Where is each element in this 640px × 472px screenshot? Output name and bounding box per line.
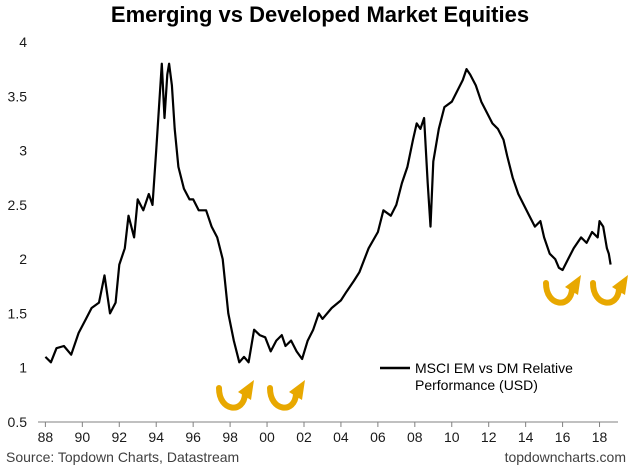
y-tick-label: 2 xyxy=(19,251,27,267)
curved-arrow-icon xyxy=(216,380,254,411)
y-tick-label: 3 xyxy=(19,143,27,159)
annotation-layer xyxy=(216,275,628,411)
curved-arrow-icon xyxy=(267,380,305,411)
series-line xyxy=(44,62,612,364)
x-tick-label: 00 xyxy=(259,429,275,445)
y-tick-label: 0.5 xyxy=(8,414,28,430)
chart-title: Emerging vs Developed Market Equities xyxy=(110,2,530,27)
x-tick-label: 04 xyxy=(333,429,349,445)
x-tick-label: 12 xyxy=(481,429,497,445)
y-tick-label: 3.5 xyxy=(8,88,28,104)
curved-arrow-icon xyxy=(590,275,628,306)
axis-layer: 0.5 1 1.5 2 2.5 3 3.5 4 88 90 92 94 96 98 00 02 04 06 08 10… xyxy=(8,34,618,445)
x-tick-label: 94 xyxy=(148,429,164,445)
curved-arrow-icon xyxy=(543,275,581,306)
series-layer xyxy=(44,62,612,364)
x-tick-label: 16 xyxy=(555,429,571,445)
legend-label-line2: Performance (USD) xyxy=(415,377,538,393)
x-tick-label: 08 xyxy=(407,429,423,445)
y-tick-label: 2.5 xyxy=(8,197,28,213)
y-tick-label: 1.5 xyxy=(8,305,28,321)
legend: MSCI EM vs DM Relative Performance (USD) xyxy=(380,360,573,393)
x-tick-label: 02 xyxy=(296,429,312,445)
legend-label-line1: MSCI EM vs DM Relative xyxy=(415,360,573,376)
source-note: Source: Topdown Charts, Datastream xyxy=(6,449,240,465)
y-tick-label: 1 xyxy=(19,360,27,376)
x-tick-label: 88 xyxy=(38,429,54,445)
x-tick-label: 14 xyxy=(518,429,534,445)
x-tick-label: 90 xyxy=(75,429,91,445)
x-tick-label: 92 xyxy=(111,429,127,445)
x-tick-label: 06 xyxy=(370,429,386,445)
site-credit: topdowncharts.com xyxy=(504,449,626,465)
x-tick-label: 10 xyxy=(444,429,460,445)
y-tick-label: 4 xyxy=(19,34,27,50)
x-tick-label: 96 xyxy=(185,429,201,445)
x-tick-label: 18 xyxy=(592,429,608,445)
x-tick-label: 98 xyxy=(222,429,238,445)
